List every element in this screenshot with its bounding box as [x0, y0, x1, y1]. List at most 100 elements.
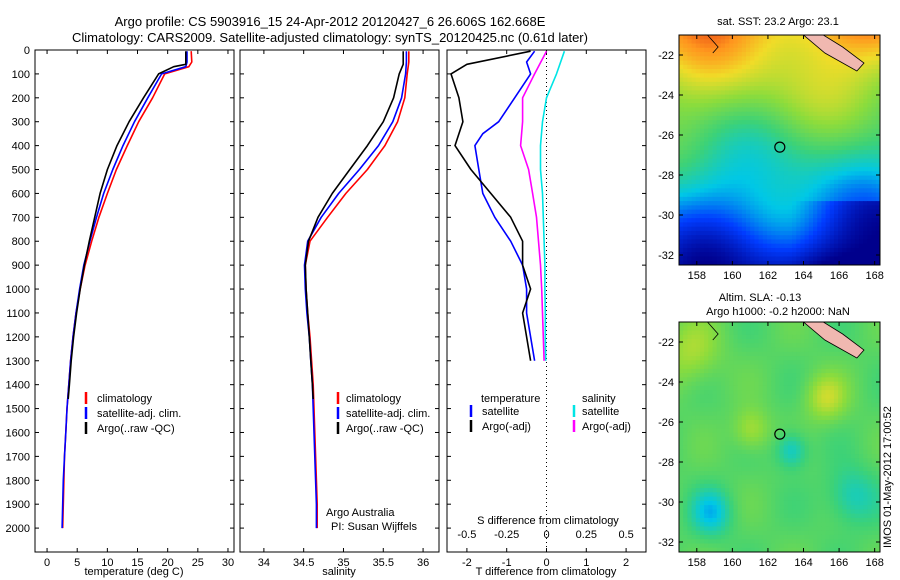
map-cell [825, 90, 831, 96]
map-cell [821, 196, 827, 202]
map-cell [762, 479, 768, 485]
map-cell [695, 154, 701, 160]
map-cell [787, 343, 793, 349]
map-cell [733, 52, 739, 57]
map-cell [716, 179, 722, 185]
map-cell [808, 500, 814, 506]
map-cell [771, 390, 776, 396]
map-cell [716, 222, 722, 228]
map-cell [829, 69, 835, 74]
map-cell [695, 454, 701, 459]
map-cell [854, 364, 860, 370]
map-cell [775, 356, 781, 361]
map-cell [859, 419, 864, 425]
map-cell [699, 428, 705, 434]
map-cell [754, 445, 760, 451]
map-cell [842, 479, 848, 485]
map-cell [850, 192, 856, 198]
map-cell [825, 56, 831, 62]
map-cell [800, 235, 806, 241]
map-cell [833, 124, 839, 130]
map-cell [716, 458, 722, 464]
map-cell [817, 339, 822, 344]
map-cell [821, 466, 827, 472]
map-cell [854, 115, 860, 121]
map-cell [746, 462, 751, 468]
map-cell [687, 124, 693, 130]
map-cell [762, 230, 768, 236]
map-cell [683, 90, 688, 96]
map-cell [808, 475, 814, 481]
map-cell [821, 81, 827, 87]
map-cell [792, 488, 797, 493]
map-cell [699, 213, 705, 219]
map-cell [746, 107, 751, 113]
map-cell [821, 411, 827, 417]
map-cell [762, 360, 768, 366]
map-cell [725, 124, 730, 130]
map-cell [817, 171, 822, 177]
map-cell [867, 209, 873, 215]
map-cell [821, 201, 827, 206]
map-cell [733, 432, 739, 438]
map-cell [729, 500, 735, 506]
map-cell [842, 488, 848, 493]
map-cell [720, 64, 726, 70]
map-cell [813, 256, 818, 262]
map-cell [704, 500, 709, 506]
map-cell [833, 171, 839, 177]
map-cell [792, 132, 797, 138]
map-cell [854, 402, 860, 408]
map-cell [754, 475, 760, 481]
map-cell [804, 235, 810, 241]
map-cell [863, 428, 869, 434]
map-cell [699, 356, 705, 361]
map-cell [691, 256, 697, 262]
map-cell [771, 239, 776, 245]
map-cell [704, 428, 709, 434]
x-tick-label: 10 [101, 557, 113, 569]
map-cell [729, 171, 735, 177]
map-cell [796, 466, 802, 472]
map-cell [699, 449, 705, 455]
map-cell [787, 428, 793, 434]
map-cell [708, 209, 714, 215]
map-cell [704, 213, 709, 219]
map-cell [867, 471, 873, 476]
map-cell [679, 500, 684, 506]
map-cell [859, 475, 864, 481]
map-cell [679, 364, 684, 370]
map-cell [712, 201, 718, 206]
map-cell [762, 60, 768, 66]
map-cell [804, 132, 810, 138]
map-cell [737, 162, 743, 168]
map-cell [754, 90, 760, 96]
map-cell [833, 167, 839, 172]
map-cell [838, 209, 843, 215]
map-cell [691, 60, 697, 66]
map-cell [850, 475, 856, 481]
map-cell [737, 445, 743, 451]
map-cell [708, 205, 714, 211]
map-cell [787, 462, 793, 468]
map-cell [741, 322, 747, 327]
map-cell [750, 402, 755, 408]
map-cell [817, 137, 822, 143]
map-cell [737, 128, 743, 134]
map-cell [766, 111, 772, 117]
map-cell [842, 120, 848, 126]
map-cell [729, 390, 735, 396]
map-cell [733, 154, 739, 160]
map-cell [720, 488, 726, 493]
map-cell [687, 230, 693, 236]
map-cell [775, 196, 781, 202]
map-cell [712, 322, 718, 327]
map-cell [737, 394, 743, 400]
map-cell [741, 103, 747, 109]
map-cell [859, 402, 864, 408]
map-cell [871, 175, 877, 181]
map-cell [762, 64, 768, 70]
map-cell [775, 415, 781, 421]
map-cell [808, 132, 814, 138]
map-cell [704, 483, 709, 489]
